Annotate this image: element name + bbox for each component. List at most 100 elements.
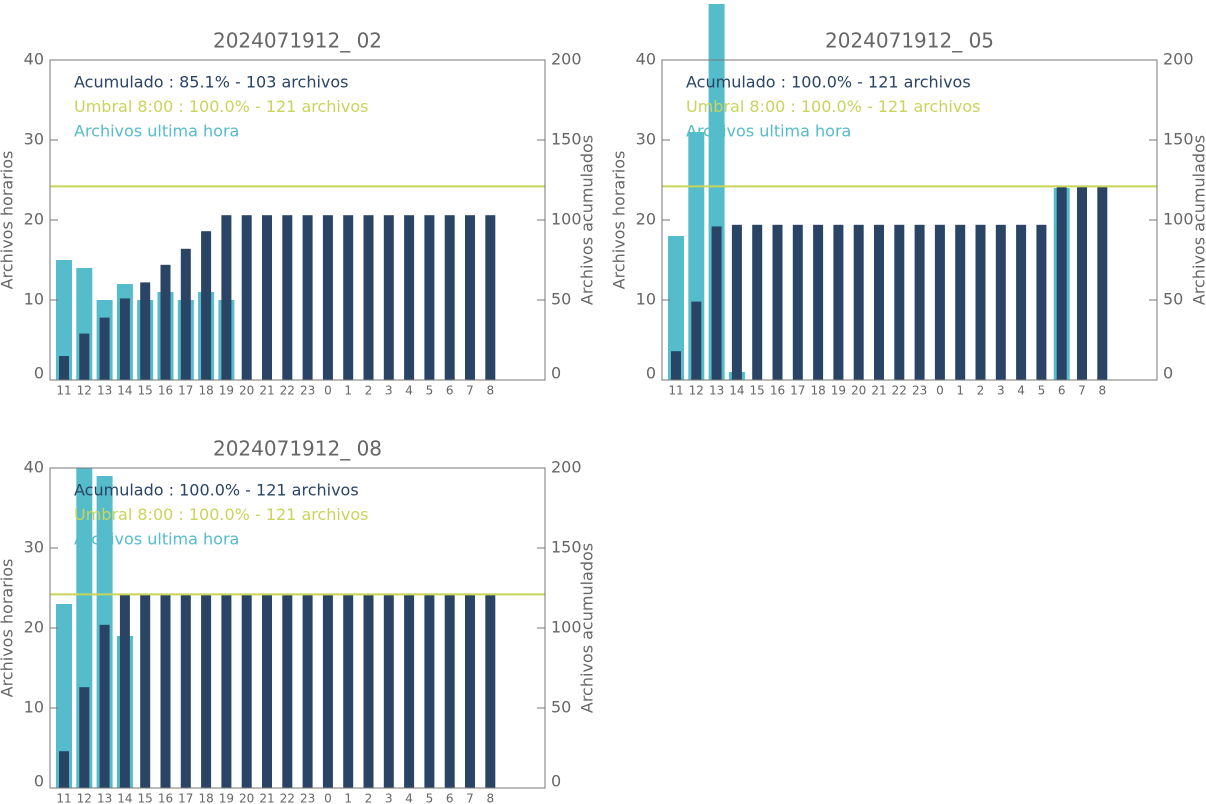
y-axis-label: Archivos horarios bbox=[610, 151, 629, 290]
bar bbox=[772, 224, 783, 380]
bar bbox=[668, 236, 684, 380]
x-tick-label: 4 bbox=[1017, 384, 1025, 398]
bar bbox=[424, 215, 435, 380]
bar bbox=[302, 594, 313, 788]
bar bbox=[79, 333, 90, 380]
bar bbox=[404, 215, 415, 380]
x-tick-label: 15 bbox=[750, 384, 765, 398]
x-tick-label: 22 bbox=[892, 384, 907, 398]
x-tick-label: 12 bbox=[77, 792, 92, 804]
x-tick-label: 2 bbox=[365, 384, 373, 398]
bar bbox=[465, 594, 475, 788]
bar bbox=[424, 594, 435, 788]
legend-entry: Umbral 8:00 : 100.0% - 121 archivos bbox=[74, 505, 368, 524]
bar bbox=[140, 594, 151, 788]
x-tick-label: 23 bbox=[300, 792, 315, 804]
x-tick-label: 11 bbox=[56, 792, 71, 804]
x-tick-label: 3 bbox=[997, 384, 1005, 398]
bar bbox=[711, 226, 722, 380]
x-tick-label: 19 bbox=[831, 384, 846, 398]
bar bbox=[180, 248, 191, 380]
x-tick-label: 17 bbox=[178, 384, 193, 398]
bar bbox=[180, 594, 191, 788]
bar bbox=[671, 351, 681, 380]
x-tick-label: 7 bbox=[466, 792, 474, 804]
x-tick-label: 20 bbox=[239, 384, 254, 398]
x-tick-label: 1 bbox=[344, 792, 352, 804]
bar bbox=[160, 594, 171, 788]
bar bbox=[731, 224, 742, 380]
bar bbox=[302, 215, 313, 380]
bar bbox=[833, 224, 844, 380]
x-tick-label: 18 bbox=[810, 384, 825, 398]
x-tick-label: 8 bbox=[486, 792, 494, 804]
x-tick-label: 14 bbox=[729, 384, 744, 398]
bar bbox=[201, 594, 212, 788]
bar bbox=[1077, 186, 1087, 380]
bar bbox=[444, 215, 455, 380]
bar bbox=[221, 215, 232, 380]
x-tick-label: 17 bbox=[790, 384, 805, 398]
bars bbox=[56, 468, 496, 788]
bar bbox=[934, 224, 945, 380]
bar bbox=[383, 594, 394, 788]
legend-entry: Umbral 8:00 : 100.0% - 121 archivos bbox=[686, 97, 980, 116]
subplot: 2024071912_ 08 Archivos horarios Archivos … bbox=[0, 437, 597, 804]
y2-tick-label: 0 bbox=[551, 772, 561, 791]
x-tick-label: 7 bbox=[1078, 384, 1086, 398]
x-tick-label: 13 bbox=[709, 384, 724, 398]
bar bbox=[56, 260, 72, 380]
x-tick-label: 23 bbox=[300, 384, 315, 398]
y2-tick-label: 0 bbox=[1163, 364, 1173, 383]
x-tick-label: 15 bbox=[138, 792, 153, 804]
bar bbox=[404, 594, 415, 788]
bar bbox=[56, 604, 72, 788]
x-tick-label: 3 bbox=[385, 792, 393, 804]
y-tick-label: 10 bbox=[24, 698, 44, 717]
x-tick-label: 0 bbox=[324, 384, 332, 398]
x-tick-label: 6 bbox=[1058, 384, 1066, 398]
x-tick-label: 13 bbox=[97, 384, 112, 398]
x-tick-label: 8 bbox=[486, 384, 494, 398]
y-tick-label: 0 bbox=[34, 364, 44, 383]
x-tick-label: 21 bbox=[871, 384, 886, 398]
x-tick-label: 4 bbox=[405, 792, 413, 804]
y-tick-label: 20 bbox=[24, 210, 44, 229]
x-tick-label: 11 bbox=[668, 384, 683, 398]
bar bbox=[995, 224, 1006, 380]
x-tick-label: 12 bbox=[77, 384, 92, 398]
bars bbox=[668, 4, 1108, 380]
bar bbox=[119, 594, 130, 788]
y-tick-label: 0 bbox=[34, 772, 44, 791]
bar bbox=[343, 215, 354, 380]
x-tick-label: 4 bbox=[405, 384, 413, 398]
x-tick-label: 19 bbox=[219, 792, 234, 804]
bar bbox=[160, 264, 171, 380]
chart-title: 2024071912_ 08 bbox=[213, 437, 382, 461]
bar bbox=[363, 594, 374, 788]
x-tick-label: 7 bbox=[466, 384, 474, 398]
x-tick-label: 0 bbox=[936, 384, 944, 398]
bar bbox=[813, 224, 824, 380]
y2-tick-label: 200 bbox=[551, 50, 582, 69]
x-tick-label: 2 bbox=[977, 384, 985, 398]
y-tick-label: 10 bbox=[636, 290, 656, 309]
y-tick-label: 10 bbox=[24, 290, 44, 309]
x-tick-label: 18 bbox=[198, 384, 213, 398]
bar bbox=[1036, 224, 1047, 380]
y-tick-label: 20 bbox=[636, 210, 656, 229]
x-tick-label: 6 bbox=[446, 792, 454, 804]
x-tick-label: 14 bbox=[117, 792, 132, 804]
bar bbox=[99, 624, 110, 788]
x-tick-label: 0 bbox=[324, 792, 332, 804]
bar bbox=[1016, 224, 1027, 380]
x-tick-label: 15 bbox=[138, 384, 153, 398]
bar bbox=[975, 224, 986, 380]
chart-title: 2024071912_ 05 bbox=[825, 29, 994, 53]
y-tick-label: 30 bbox=[24, 130, 44, 149]
subplot: 2024071912_ 02 Archivos horarios Archivos … bbox=[0, 29, 597, 398]
x-tick-label: 5 bbox=[426, 792, 434, 804]
y-tick-label: 40 bbox=[24, 458, 44, 477]
bar bbox=[262, 594, 272, 788]
x-tick-label: 16 bbox=[158, 792, 173, 804]
